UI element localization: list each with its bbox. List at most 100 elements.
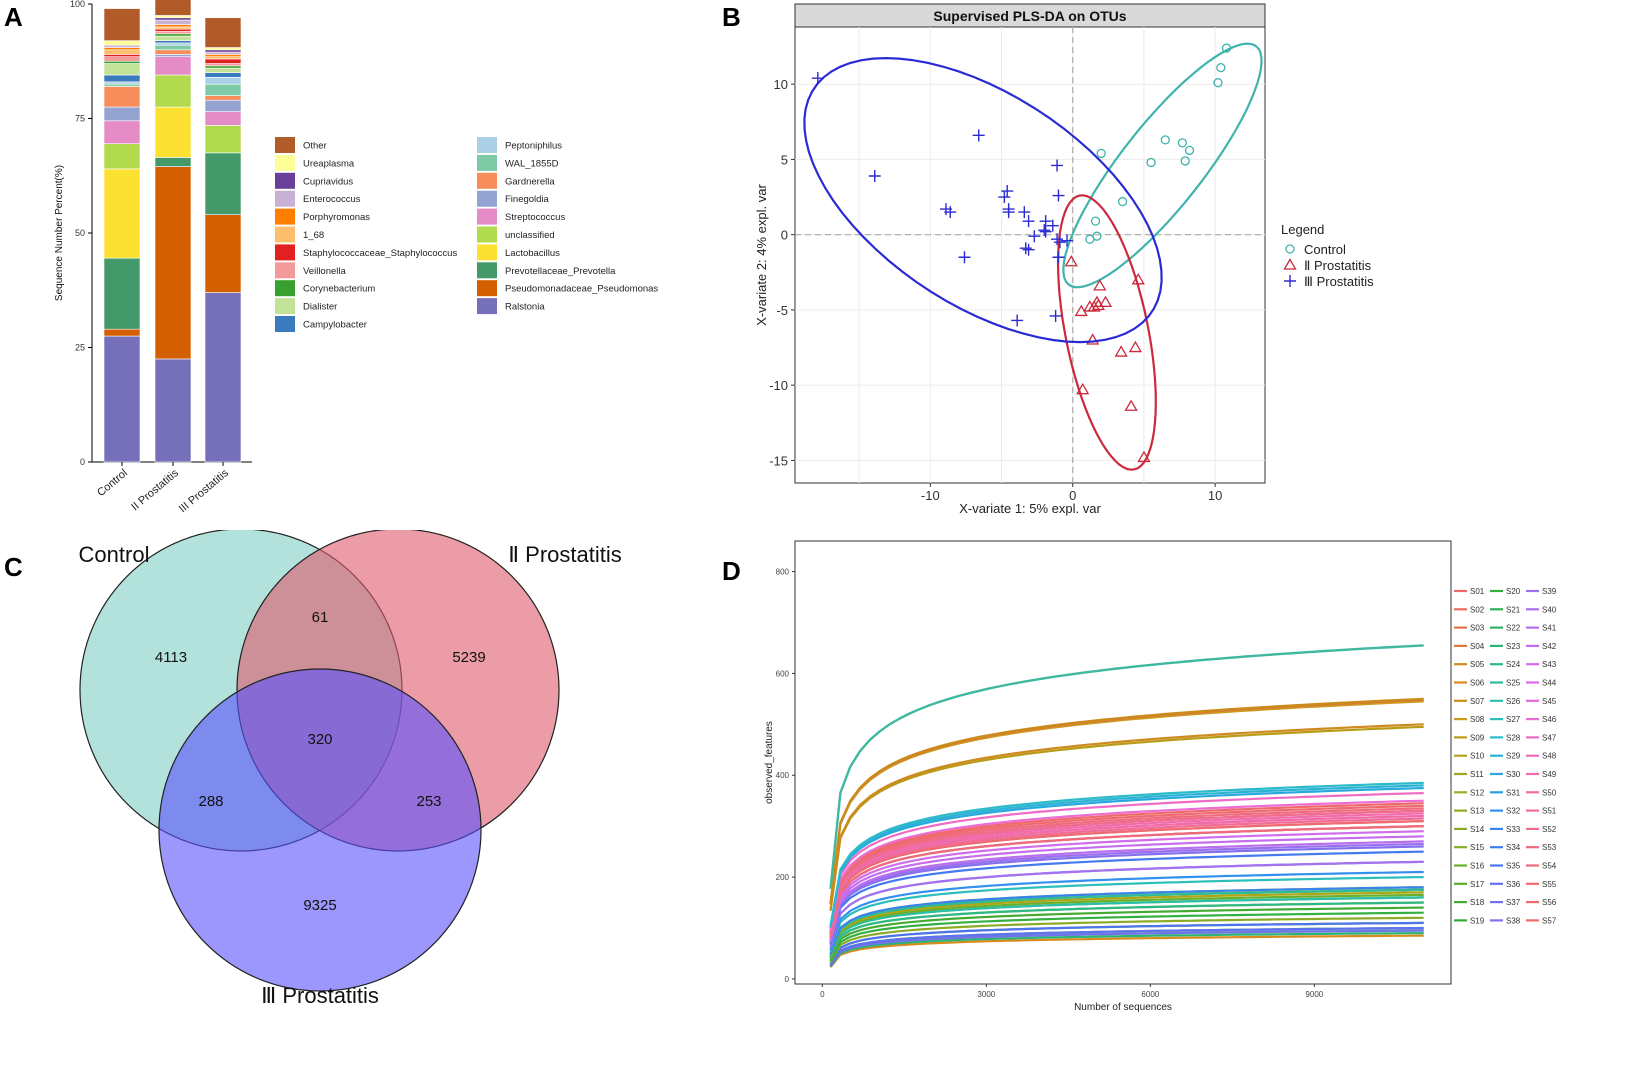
- rarefaction-curve: [829, 876, 1424, 952]
- bar-segment: [154, 49, 192, 55]
- venn-region-count: 288: [198, 793, 223, 810]
- legend-label: S41: [1542, 624, 1557, 633]
- bar-segment: [154, 19, 192, 25]
- legend-label: S54: [1542, 862, 1557, 871]
- legend-swatch: [477, 137, 497, 153]
- rarefaction-curve: [829, 812, 1424, 935]
- bar-segment: [103, 168, 141, 259]
- rarefaction-curve: [829, 835, 1424, 941]
- y-tick-label: 10: [774, 77, 788, 92]
- data-point: [1002, 206, 1015, 219]
- rarefaction-curve: [829, 723, 1424, 911]
- bar-segment: [154, 0, 192, 16]
- venn-set-label: Control: [79, 542, 150, 567]
- legend-label: S30: [1506, 770, 1521, 779]
- legend-marker: [1283, 258, 1297, 270]
- bar-segment: [204, 292, 242, 463]
- rarefaction-curve: [829, 804, 1424, 933]
- bar-segment: [154, 26, 192, 30]
- rarefaction-curve: [829, 697, 1424, 904]
- legend-label: Prevotellaceae_Prevotella: [505, 266, 616, 277]
- bar-segment: [154, 31, 192, 35]
- legend-label: Ⅱ Prostatitis: [1304, 258, 1372, 273]
- data-point: [1091, 298, 1105, 311]
- legend-label: Gardnerella: [505, 176, 555, 187]
- y-axis-title: observed_features: [764, 721, 775, 804]
- data-point: [1221, 43, 1232, 53]
- rarefaction-curve: [829, 784, 1424, 927]
- data-point: [1053, 236, 1066, 249]
- data-point: [1001, 185, 1014, 198]
- legend-swatch: [477, 262, 497, 279]
- bar-segment: [154, 33, 192, 37]
- rarefaction-curve: [829, 700, 1424, 905]
- x-tick-label: II Prostatitis: [129, 467, 181, 513]
- rarefaction-curve: [829, 901, 1424, 959]
- rarefaction-curve-chart: 0 200 400 600 800 0 3000 6000 9000 Number of sequ…: [764, 540, 1557, 1013]
- legend-label: S03: [1470, 624, 1485, 633]
- rarefaction-curve: [829, 888, 1424, 956]
- venn-region-count: 5239: [452, 649, 485, 666]
- rarefaction-curve: [829, 842, 1424, 943]
- venn-set-label: Ⅲ Prostatitis: [261, 983, 379, 1008]
- bar-segment: [204, 17, 242, 48]
- legend-label: Pseudomonadaceae_Pseudomonas: [505, 284, 658, 295]
- legend-label: S07: [1470, 697, 1485, 706]
- legend-label: S55: [1542, 880, 1557, 889]
- bar-segment: [204, 47, 242, 51]
- legend-swatch: [275, 280, 295, 297]
- data-point: [1022, 215, 1035, 228]
- legend-label: Dialister: [303, 302, 337, 313]
- data-point: [1213, 78, 1223, 88]
- y-tick-label: -15: [769, 453, 788, 468]
- legend-swatch: [477, 298, 497, 315]
- y-tick-label: 0: [785, 975, 790, 984]
- panel-label-a: A: [4, 2, 23, 32]
- data-point: [972, 129, 985, 142]
- data-point: [1131, 273, 1145, 285]
- rarefaction-curve: [829, 926, 1424, 966]
- panel-label-b: B: [722, 2, 741, 32]
- legend-label: S25: [1506, 679, 1521, 688]
- legend-label: S33: [1506, 825, 1521, 834]
- bar-segment: [103, 106, 141, 122]
- bar-segment: [204, 76, 242, 85]
- legend-label: S39: [1542, 587, 1557, 596]
- legend-swatch: [275, 316, 295, 332]
- data-point: [1098, 295, 1113, 308]
- data-point: [1117, 196, 1128, 207]
- bar-segment: [154, 106, 192, 158]
- legend-label: S22: [1506, 624, 1521, 633]
- bar-segment: [103, 120, 141, 144]
- legend-title: Legend: [1281, 222, 1324, 237]
- legend-label: Veillonella: [303, 266, 346, 277]
- legend-label: S42: [1542, 642, 1557, 651]
- bar-segment: [204, 63, 242, 67]
- legend-label: S24: [1506, 660, 1521, 669]
- data-point: [1096, 148, 1106, 159]
- data-point: [1039, 215, 1052, 228]
- bar-segment: [154, 44, 192, 51]
- data-point: [1086, 333, 1100, 345]
- legend-label: S52: [1542, 825, 1557, 834]
- bar-segment: [204, 67, 242, 74]
- venn-region-count: 253: [416, 793, 441, 810]
- legend-swatch: [275, 226, 295, 243]
- rarefaction-curve: [829, 860, 1424, 948]
- rarefaction-curve: [829, 781, 1424, 927]
- legend-label: S14: [1470, 825, 1485, 834]
- legend-label: S15: [1470, 843, 1485, 852]
- data-point: [1051, 159, 1064, 172]
- legend-swatch: [275, 298, 295, 315]
- rarefaction-curve: [829, 921, 1424, 965]
- bar-segment: [154, 35, 192, 41]
- legend-swatch: [275, 137, 295, 153]
- bar-segment: [204, 65, 242, 69]
- legend-label: S43: [1542, 660, 1557, 669]
- bar-segment: [204, 51, 242, 55]
- legend-label: S05: [1470, 660, 1485, 669]
- legend-label: Enterococcus: [303, 194, 361, 205]
- bar-segment: [103, 60, 141, 64]
- bar-segment: [204, 152, 242, 215]
- legend-label: S48: [1542, 752, 1557, 761]
